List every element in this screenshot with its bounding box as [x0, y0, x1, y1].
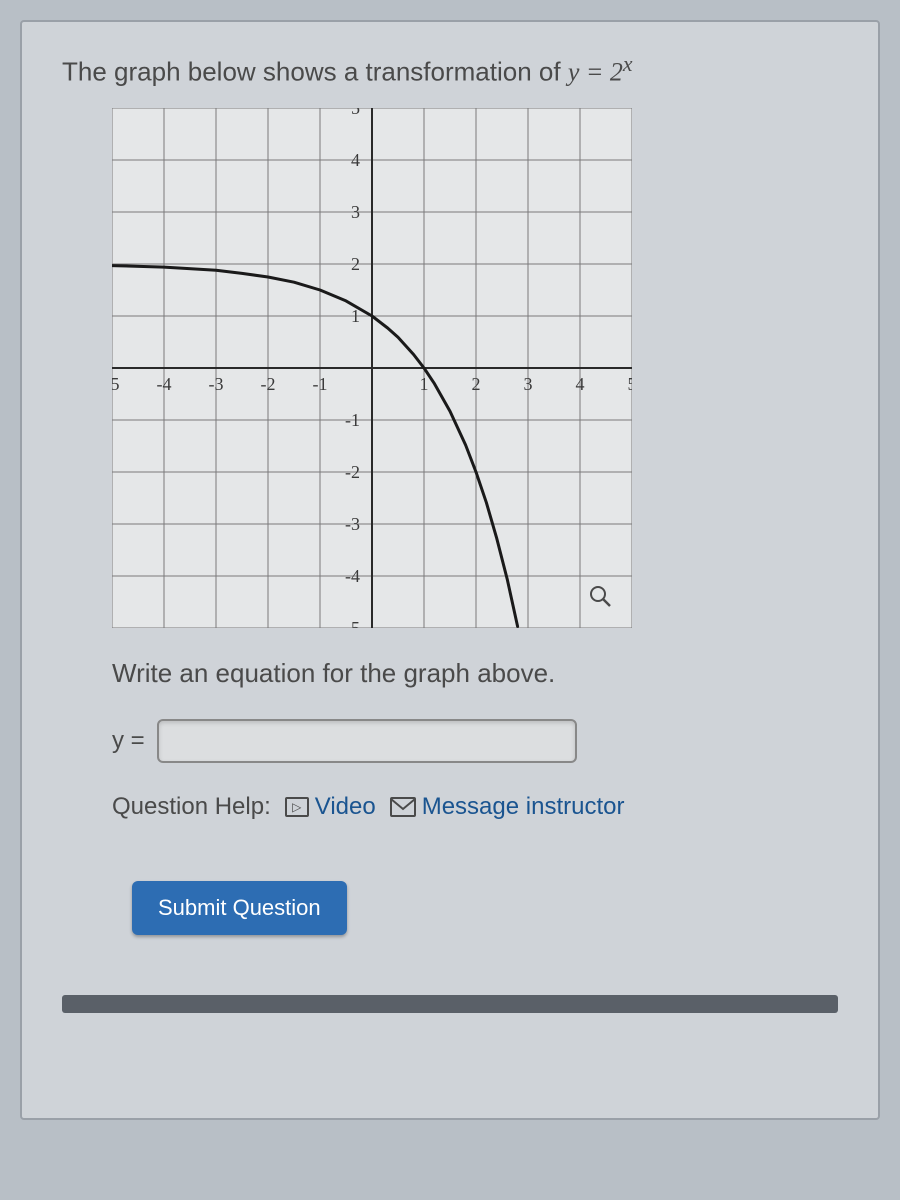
magnify-icon[interactable] — [588, 584, 612, 608]
submit-button[interactable]: Submit Question — [132, 881, 347, 935]
svg-text:4: 4 — [351, 150, 360, 170]
video-icon: ▷ — [285, 797, 309, 817]
svg-text:5: 5 — [628, 374, 633, 394]
video-text: Video — [315, 793, 376, 821]
svg-text:2: 2 — [351, 254, 360, 274]
equation-lhs: y — [568, 58, 580, 87]
prompt-text: Write an equation for the graph above. — [112, 658, 838, 689]
answer-label: y = — [112, 727, 145, 755]
svg-text:5: 5 — [351, 108, 360, 118]
svg-text:-1: -1 — [313, 374, 328, 394]
svg-text:-2: -2 — [261, 374, 276, 394]
bottom-bar — [62, 995, 838, 1013]
message-text: Message instructor — [422, 793, 625, 821]
svg-text:3: 3 — [524, 374, 533, 394]
answer-input[interactable] — [157, 719, 577, 763]
svg-text:2: 2 — [472, 374, 481, 394]
help-label: Question Help: — [112, 793, 271, 821]
svg-text:-1: -1 — [345, 410, 360, 430]
svg-text:3: 3 — [351, 202, 360, 222]
svg-text:4: 4 — [576, 374, 585, 394]
video-link[interactable]: ▷ Video — [285, 793, 376, 821]
message-instructor-link[interactable]: Message instructor — [390, 793, 625, 821]
help-row: Question Help: ▷ Video Message instructo… — [112, 793, 838, 821]
svg-text:-3: -3 — [209, 374, 224, 394]
question-intro: The graph below shows a transformation o… — [62, 52, 838, 88]
envelope-icon — [390, 797, 416, 817]
equation-exp: x — [623, 52, 633, 76]
graph-panel: -5-4-3-2-112345-5-4-3-2-112345 — [112, 108, 632, 628]
svg-text:-5: -5 — [112, 374, 120, 394]
svg-text:-5: -5 — [345, 618, 360, 628]
intro-text: The graph below shows a transformation o… — [62, 57, 568, 87]
equation-base: 2 — [610, 58, 623, 87]
svg-text:-4: -4 — [345, 566, 360, 586]
svg-text:-2: -2 — [345, 462, 360, 482]
svg-text:-4: -4 — [157, 374, 172, 394]
svg-text:-3: -3 — [345, 514, 360, 534]
equation-eq: = — [579, 58, 610, 87]
answer-row: y = — [112, 719, 838, 763]
svg-text:1: 1 — [420, 374, 429, 394]
graph-svg: -5-4-3-2-112345-5-4-3-2-112345 — [112, 108, 632, 628]
question-panel: The graph below shows a transformation o… — [20, 20, 880, 1120]
